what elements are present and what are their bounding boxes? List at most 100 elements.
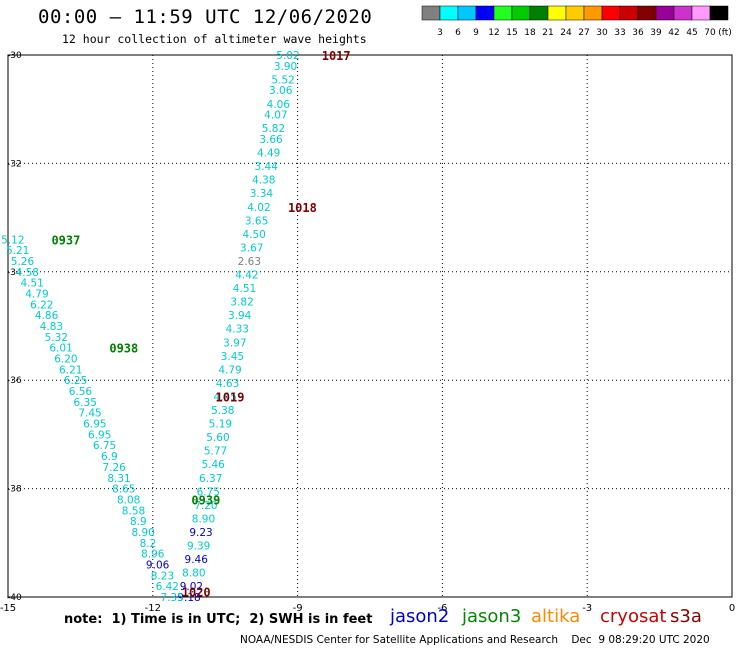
swh-point-label: 6.56 <box>69 386 93 398</box>
y-tick-label: -34 <box>7 268 22 278</box>
swh-point-label: 6.25 <box>64 375 87 387</box>
swh-point-label: 5.02 <box>276 50 299 62</box>
colorbar-label: 9 <box>473 28 479 38</box>
footer-credit: NOAA/NESDIS Center for Satellite Applica… <box>240 634 710 646</box>
x-tick-label: -9 <box>293 603 303 614</box>
colorbar-swatch <box>709 5 729 21</box>
swh-point-label: 4.58 <box>16 267 39 279</box>
swh-point-label: 5.26 <box>11 256 35 268</box>
swh-point-label: 8.65 <box>112 484 135 496</box>
chart-title: 00:00 – 11:59 UTC 12/06/2020 <box>38 6 373 28</box>
swh-point-label: 4.79 <box>25 288 48 300</box>
swh-point-label: 9.18 <box>177 592 200 604</box>
colorbar-label: 15 <box>506 28 517 38</box>
swh-point-label: 4.02 <box>247 202 270 214</box>
swh-point-label: 4.07 <box>264 110 287 122</box>
swh-point-label: 3.67 <box>240 242 263 254</box>
swh-point-label: 3.45 <box>221 351 244 363</box>
colorbar: 3 6 9 12 15 18 21 24 27 30 33 36 39 42 45 70 (ft) <box>421 5 732 38</box>
colorbar-label: 45 <box>686 28 697 38</box>
swh-point-label: 9.39 <box>187 541 210 553</box>
colorbar-label: 39 <box>650 28 662 38</box>
colorbar-label: 24 <box>560 28 572 38</box>
swh-point-label: 4.33 <box>226 324 249 336</box>
swh-point-label: 5.32 <box>45 332 68 344</box>
swh-point-label: 6.9 <box>101 451 118 463</box>
x-tick-label: -3 <box>582 603 592 614</box>
swh-point-label: 3.65 <box>245 215 268 227</box>
time-label: 1020 <box>182 586 211 600</box>
swh-point-label: 6.95 <box>88 429 111 441</box>
swh-point-label: 6.75 <box>197 486 220 498</box>
swh-point-label: 5.12 <box>1 234 24 246</box>
swh-point-label: 7.20 <box>194 500 217 512</box>
chart-subtitle: 12 hour collection of altimeter wave hei… <box>62 32 367 46</box>
y-tick-label: -36 <box>7 376 22 386</box>
swh-point-label: 4.63 <box>216 378 239 390</box>
swh-point-label: 6.21 <box>59 364 82 376</box>
swh-point-label: 6.35 <box>74 397 97 409</box>
swh-point-label: 4.51 <box>233 283 256 295</box>
legend-altika: altika <box>531 606 581 627</box>
swh-point-label: 8.2 <box>140 538 157 550</box>
swh-point-label: 6.75 <box>93 440 116 452</box>
x-tick-label: -12 <box>145 603 161 614</box>
swh-point-label: 8.58 <box>122 505 145 517</box>
swh-point-label: 6.95 <box>83 419 106 431</box>
swh-point-label: 7.45 <box>78 408 101 420</box>
colorbar-label: (ft) <box>718 28 732 38</box>
colorbar-label: 30 <box>596 28 608 38</box>
legend-s3a: s3a <box>670 606 702 627</box>
legend-jason2: jason2 <box>390 606 450 627</box>
colorbar-label: 36 <box>632 28 644 38</box>
y-tick-label: -40 <box>7 593 22 603</box>
swh-point-label: 8.23 <box>151 570 174 582</box>
swh-point-label: 3.82 <box>230 297 253 309</box>
time-label: 0937 <box>51 233 80 247</box>
legend-cryosat: cryosat <box>600 606 667 627</box>
colorbar-label: 12 <box>488 28 499 38</box>
swh-point-label: 4.50 <box>242 229 265 241</box>
x-tick-label: -6 <box>437 603 447 614</box>
swh-point-label: 2.63 <box>238 256 261 268</box>
plot-frame <box>7 54 733 598</box>
swh-point-label: 4.49 <box>257 148 280 160</box>
colorbar-label: 6 <box>455 28 461 38</box>
time-label: 1019 <box>216 390 245 404</box>
swh-point-label: 3.44 <box>255 161 279 173</box>
swh-point-label: 4.42 <box>235 270 258 282</box>
y-tick-label: -32 <box>7 159 22 169</box>
colorbar-label: 21 <box>542 28 553 38</box>
time-label: 1018 <box>288 201 317 215</box>
swh-point-label: 5.46 <box>201 459 225 471</box>
swh-point-label: 9.23 <box>189 527 212 539</box>
swh-point-label: 3.90 <box>274 61 297 73</box>
time-label: 0938 <box>109 342 138 356</box>
swh-point-label: 8.9 <box>130 516 147 528</box>
swh-point-label: 5.52 <box>271 74 294 86</box>
swh-point-label: 9.06 <box>146 559 170 571</box>
swh-point-label: 3.06 <box>269 85 293 97</box>
swh-point-label: 7.35 <box>160 592 183 604</box>
swh-point-label: 3.97 <box>223 337 246 349</box>
swh-point-label: 6.01 <box>49 343 72 355</box>
colorbar-label: 3 <box>437 28 443 38</box>
swh-point-label: 5.77 <box>204 446 227 458</box>
swh-point-label: 5.82 <box>262 123 285 135</box>
y-tick-label: -30 <box>7 51 22 61</box>
swh-point-label: 6.42 <box>156 581 179 593</box>
colorbar-label: 18 <box>524 28 536 38</box>
swh-point-label: 6.37 <box>199 473 222 485</box>
x-tick-label: 0 <box>729 603 735 614</box>
swh-point-label: 5.21 <box>6 245 29 257</box>
swh-point-label: 4.83 <box>40 321 63 333</box>
swh-point-label: 8.80 <box>182 568 205 580</box>
time-label: 1017 <box>322 49 351 63</box>
swh-point-label: 4.38 <box>252 175 275 187</box>
swh-point-label: 3.66 <box>259 134 283 146</box>
swh-point-label: 4.45 <box>214 391 237 403</box>
colorbar-label: 27 <box>578 28 589 38</box>
swh-point-label: 8.90 <box>192 513 215 525</box>
legend-jason3: jason3 <box>462 606 522 627</box>
